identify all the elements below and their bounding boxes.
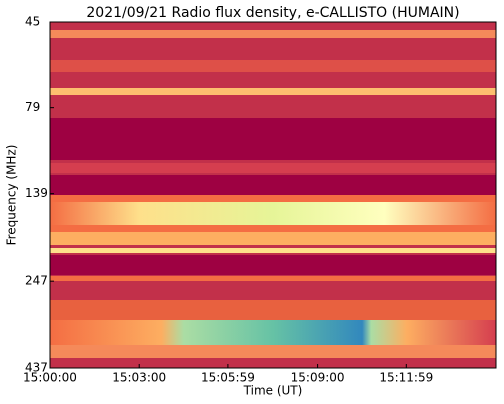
y-tick-label: 79	[25, 100, 40, 114]
chart-title: 2021/09/21 Radio flux density, e-CALLIST…	[86, 5, 459, 21]
x-tick-label: 15:09:00	[291, 371, 345, 385]
x-tick-label: 15:03:00	[112, 371, 166, 385]
x-axis-label: Time (UT)	[243, 384, 303, 398]
y-tick-label: 247	[25, 274, 48, 288]
y-tick-label: 139	[25, 186, 48, 200]
plot-frame	[49, 21, 497, 369]
y-tick-label: 45	[25, 15, 40, 29]
y-tick-label: 437	[25, 361, 48, 375]
spectrogram-image	[50, 22, 496, 368]
x-tick-label: 15:05:59	[201, 371, 255, 385]
x-tick-label: 15:11:59	[379, 371, 433, 385]
x-tick-label: 15:00:00	[23, 371, 77, 385]
y-axis-label: Frequency (MHz)	[5, 145, 19, 246]
